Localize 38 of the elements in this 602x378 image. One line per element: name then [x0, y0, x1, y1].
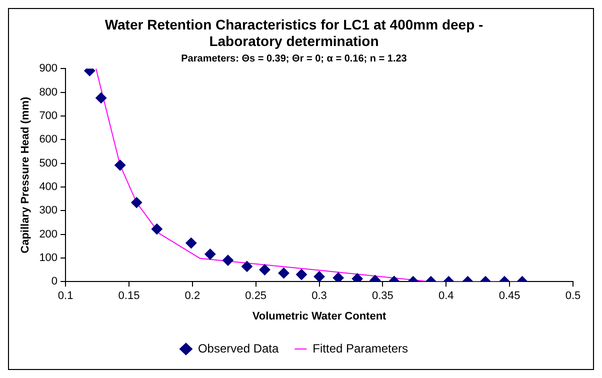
- point: [151, 224, 162, 235]
- y-tick-label: 500: [39, 157, 58, 170]
- y-tick-label: 800: [39, 86, 58, 98]
- y-tick-label: 400: [39, 180, 58, 193]
- y-tick-label: 300: [39, 204, 58, 217]
- x-tick-label: 0.15: [118, 290, 140, 302]
- point: [352, 273, 363, 282]
- y-tick-label: 700: [39, 110, 58, 122]
- point: [314, 271, 325, 282]
- point: [186, 238, 197, 249]
- x-axis-title: Volumetric Water Content: [252, 310, 387, 322]
- x-tick-label: 0.3: [312, 290, 327, 302]
- point: [278, 268, 290, 279]
- x-tick-label: 0.5: [565, 290, 581, 302]
- y-tick-label: 0: [51, 276, 58, 288]
- x-tick-label: 0.25: [245, 290, 267, 302]
- x-tick-label: 0.35: [372, 290, 394, 302]
- x-tick-label: 0.2: [184, 290, 200, 302]
- chart-subtitle: Parameters: Θs = 0.39; Θr = 0; α = 0.16; n = 1.23: [181, 53, 408, 64]
- point: [259, 264, 270, 276]
- legend-label: Observed Data: [198, 341, 279, 356]
- point: [296, 269, 308, 280]
- y-tick-label: 100: [39, 252, 58, 264]
- x-tick-label: 0.45: [498, 290, 520, 302]
- y-tick-label: 200: [39, 228, 58, 240]
- y-axis-title: Capillary Pressure Head (mm): [20, 96, 32, 254]
- y-tick-label: 900: [39, 62, 58, 75]
- point: [114, 160, 126, 171]
- point: [241, 260, 252, 272]
- point: [131, 197, 142, 208]
- point: [222, 254, 234, 266]
- x-tick-label: 0.4: [438, 290, 454, 302]
- x-tick-label: 0.1: [58, 290, 74, 302]
- legend-label: Fitted Parameters: [312, 341, 408, 356]
- point: [332, 272, 344, 282]
- y-tick-label: 600: [39, 134, 58, 146]
- chart-title: Water Retention Characteristics for LC1 at 400mm deep - Laboratory determination: [104, 16, 484, 50]
- point: [204, 248, 216, 260]
